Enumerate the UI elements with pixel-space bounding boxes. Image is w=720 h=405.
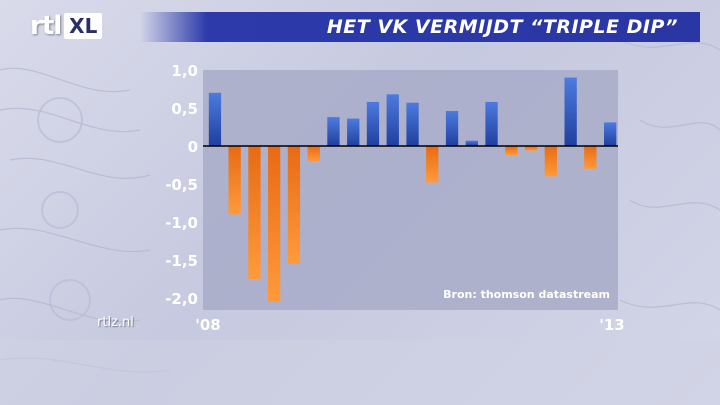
bar-18 — [564, 77, 577, 146]
y-tick-label: -2,0 — [165, 290, 198, 308]
bar-0 — [208, 92, 222, 146]
bar-12 — [445, 111, 459, 146]
x-tick-label: '08 — [195, 316, 220, 334]
bar-13 — [465, 140, 478, 146]
bar-9 — [386, 94, 399, 146]
logo-rtl-text: rtl — [30, 11, 62, 41]
bar-3 — [268, 146, 281, 302]
y-tick-label: -1,5 — [165, 252, 198, 270]
bar-11 — [426, 146, 439, 183]
site-url-label: rtlz.nl — [97, 315, 134, 330]
rtl-xl-logo: rtl XL — [30, 10, 103, 42]
y-tick-label: 0,5 — [171, 100, 198, 118]
x-tick-labels: '08 '13 — [195, 316, 624, 334]
bar-10 — [406, 102, 419, 146]
chart-title: HET VK VERMIJDT “TRIPLE DIP” — [326, 16, 678, 38]
bar-19 — [584, 146, 597, 169]
bar-1 — [228, 146, 241, 215]
y-tick-label: -1,0 — [165, 214, 198, 232]
bar-8 — [366, 101, 380, 146]
bar-17 — [544, 146, 557, 177]
bar-6 — [327, 117, 340, 146]
bar-16 — [524, 146, 538, 151]
bar-20 — [604, 122, 617, 146]
bar-14 — [485, 101, 498, 146]
title-bar: HET VK VERMIJDT “TRIPLE DIP” — [140, 12, 700, 42]
y-tick-label: -0,5 — [165, 176, 198, 194]
x-tick-label: '13 — [599, 316, 624, 334]
bars-group — [208, 77, 617, 302]
bar-5 — [307, 146, 320, 162]
bar-2 — [248, 146, 261, 279]
y-tick-label: 0 — [188, 138, 198, 156]
y-tick-labels: 1,0 0,5 0 -0,5 -1,0 -1,5 -2,0 — [165, 62, 198, 308]
bar-4 — [287, 146, 301, 264]
y-tick-label: 1,0 — [171, 62, 198, 80]
bar-15 — [505, 146, 518, 156]
logo-xl-text: XL — [64, 13, 103, 39]
bar-7 — [347, 118, 360, 146]
source-label: Bron: thomson datastream — [443, 288, 610, 301]
